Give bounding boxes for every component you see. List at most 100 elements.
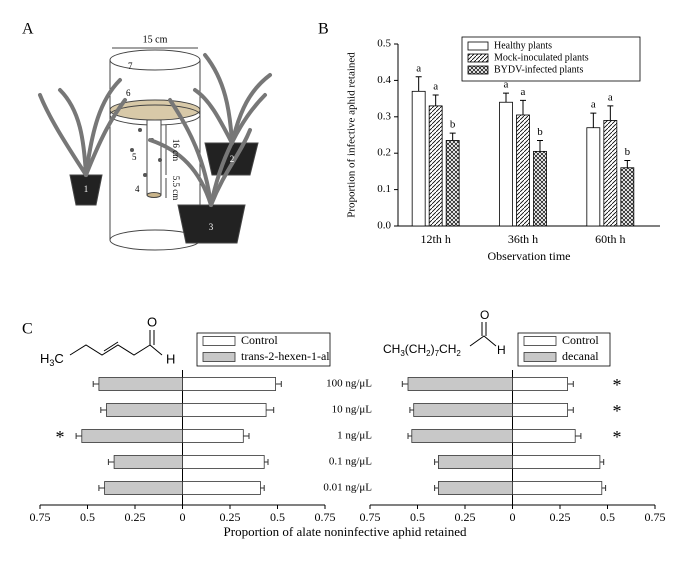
significance-marker: *	[613, 427, 622, 447]
part-label: 4	[135, 184, 140, 194]
error-bar	[624, 159, 631, 168]
part-label: 5	[132, 152, 137, 162]
legend-label: Control	[241, 333, 278, 347]
bar	[512, 403, 568, 417]
part-label: 1	[84, 184, 89, 194]
error-bar	[434, 485, 439, 491]
significance-letter: a	[591, 99, 596, 111]
bar	[499, 101, 513, 227]
dimension-label: 15 cm	[143, 34, 168, 45]
y-axis-label: Proportion of infective aphid retained	[346, 52, 358, 218]
significance-letter: a	[433, 80, 438, 92]
error-bar	[601, 485, 607, 491]
chemical-formula: H3C	[40, 351, 64, 368]
significance-letter: b	[625, 146, 631, 158]
error-bar	[599, 459, 605, 465]
panel-label: C	[22, 321, 33, 338]
bar	[81, 429, 183, 443]
bond-lines	[469, 322, 497, 347]
legend-label: BYDV-infected plants	[494, 64, 583, 75]
formula-part: 3	[49, 358, 54, 368]
legend-swatch	[467, 53, 489, 63]
part-label: 7	[128, 61, 133, 71]
formula-part: C	[54, 351, 63, 366]
x-tick-label: 0.5	[80, 510, 95, 524]
bar	[428, 105, 443, 227]
error-bar	[243, 433, 250, 439]
formula-part: 7	[435, 349, 440, 358]
chemical-formula: CH3(CH2)7CH2	[383, 342, 461, 358]
legend-swatch	[467, 41, 489, 51]
formula-part: 2	[456, 349, 461, 358]
panel-a-illustration	[38, 47, 272, 251]
x-axis-label: Observation time	[488, 249, 571, 263]
y-tick-label: 0.3	[377, 110, 391, 122]
error-bar	[407, 433, 412, 439]
significance-letter: b	[537, 126, 543, 138]
significance-marker: *	[56, 427, 65, 447]
significance-marker: *	[613, 401, 622, 421]
error-bar	[575, 433, 582, 439]
bar	[411, 429, 513, 443]
legend-box	[461, 36, 641, 82]
error-bar	[567, 381, 574, 387]
bar	[407, 377, 513, 391]
part-label: 6	[126, 88, 131, 98]
error-bar	[415, 76, 422, 92]
bar	[512, 481, 603, 495]
x-tick-label: 12th h	[420, 232, 450, 246]
x-tick-label: 60th h	[595, 232, 625, 246]
bar	[411, 90, 426, 227]
x-tick-label: 0.25	[455, 510, 476, 524]
formula-part: CH	[383, 342, 400, 356]
error-bar	[537, 139, 543, 152]
x-tick-label: 0.75	[315, 510, 336, 524]
significance-letter: a	[521, 86, 526, 98]
bar	[445, 140, 460, 227]
legend-label: Healthy plants	[494, 40, 552, 51]
x-tick-label: 0.25	[220, 510, 241, 524]
formula-part: (CH	[405, 342, 426, 356]
y-tick-label: 0.0	[377, 220, 391, 232]
legend-label: decanal	[562, 349, 599, 363]
error-bar	[409, 407, 414, 413]
error-bar	[503, 92, 509, 103]
bar	[104, 481, 183, 495]
bar	[413, 403, 513, 417]
bar	[586, 127, 601, 227]
bar	[182, 403, 267, 417]
significance-marker: *	[613, 375, 622, 395]
error-bar	[590, 112, 597, 128]
y-tick-label: 0.5	[377, 38, 391, 50]
legend-swatch	[523, 352, 557, 362]
bar	[516, 114, 530, 227]
error-bar	[275, 381, 282, 387]
error-bar	[432, 94, 439, 106]
legend-swatch	[202, 336, 236, 346]
formula-part: H	[40, 351, 49, 366]
error-bar	[607, 105, 614, 121]
bar	[182, 429, 244, 443]
bar	[106, 403, 183, 417]
bond-lines	[69, 330, 163, 356]
error-bar	[100, 407, 107, 413]
x-tick-label: 0.75	[360, 510, 381, 524]
y-tick-label: 0.1	[377, 183, 391, 195]
category-label: 1 ng/μL	[337, 430, 372, 442]
x-tick-label: 0.25	[550, 510, 571, 524]
panel-label: B	[318, 21, 329, 38]
x-tick-label: 36th h	[508, 232, 538, 246]
bar	[533, 150, 547, 227]
error-bar	[567, 407, 574, 413]
error-bar	[264, 459, 269, 465]
error-bar	[75, 433, 82, 439]
y-tick-label: 0.2	[377, 147, 391, 159]
bar	[182, 455, 265, 469]
part-label: 2	[230, 154, 235, 164]
panel-label: A	[22, 21, 34, 38]
atom-label: H	[166, 351, 175, 366]
atom-label: O	[480, 308, 489, 322]
legend-label: Control	[562, 333, 599, 347]
x-tick-label: 0.75	[30, 510, 51, 524]
y-tick-label: 0.4	[377, 74, 391, 86]
